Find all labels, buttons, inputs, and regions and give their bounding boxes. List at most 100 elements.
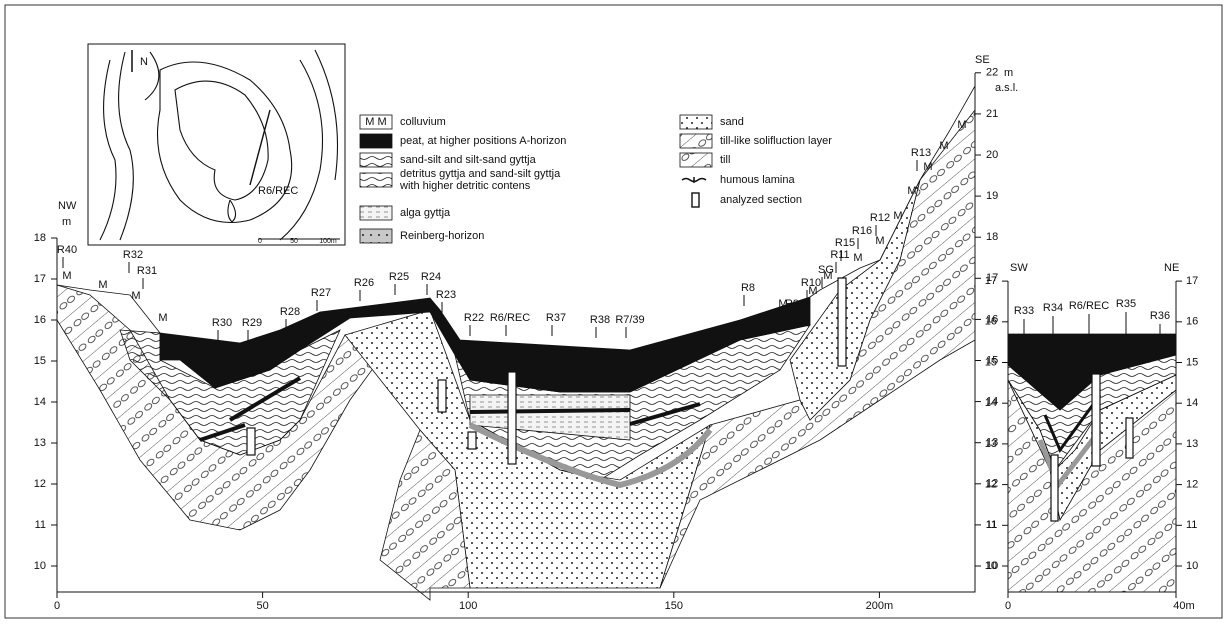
legend-label: sand-silt and silt-sand gyttja [400, 154, 537, 166]
site-label: R6/REC [258, 185, 298, 197]
borehole-label: R15 [835, 237, 855, 249]
borehole-label: R35 [1116, 298, 1136, 310]
y-tick-label: 14 [1186, 397, 1198, 409]
borehole-label: R23 [436, 289, 456, 301]
legend-swatch [360, 206, 392, 220]
borehole-label: R25 [389, 271, 409, 283]
y-tick-label: 15 [34, 355, 46, 367]
y-tick-label: 14 [34, 396, 46, 408]
axis-unit: m [62, 216, 71, 228]
legend-swatch [360, 153, 392, 167]
y-tick-label: 18 [34, 232, 46, 244]
borehole-label: R24 [421, 271, 441, 283]
y-tick-label: 13 [1186, 438, 1198, 450]
y-tick-label: 16 [1186, 316, 1198, 328]
legend-label: humous lamina [720, 174, 795, 186]
borehole-label: R6/REC [1069, 300, 1109, 312]
scale-label: 100m [319, 238, 337, 245]
y-tick-label: 11 [1186, 519, 1197, 531]
north-label: N [140, 56, 148, 68]
colluvium-mark: M [893, 210, 902, 222]
x-tick-label: 100 [459, 600, 477, 612]
legend-symbol: M M [365, 116, 386, 128]
borehole-label: R31 [137, 265, 157, 277]
inset-map [88, 44, 345, 245]
legend-label: detritus gyttja and sand-silt gyttja [400, 168, 561, 180]
colluvium-mark: M [957, 119, 966, 131]
axis-unit: m [1004, 67, 1013, 79]
borehole-label: R8 [741, 282, 755, 294]
y-tick-label: 15 [985, 356, 997, 368]
orientation: SE [975, 54, 990, 66]
y-tick-label: 16 [34, 314, 46, 326]
borehole-label: R38 [590, 314, 610, 326]
x-tick-label: 150 [665, 600, 683, 612]
legend-swatch [360, 173, 392, 187]
y-tick-label: 15 [1186, 356, 1198, 368]
borehole-label: R29 [242, 317, 262, 329]
colluvium-mark: M [923, 161, 932, 173]
borehole-label: R36 [1150, 310, 1170, 322]
y-tick-label: 10 [985, 560, 997, 572]
y-tick-label: 18 [986, 231, 998, 243]
borehole-label: R37 [546, 312, 566, 324]
borehole-label: R12 [870, 212, 890, 224]
legend-label: till-like solifluction layer [720, 135, 832, 147]
legend-swatch [692, 193, 699, 207]
x-tick-label: 50 [256, 600, 268, 612]
colluvium-mark: M [808, 285, 817, 297]
borehole-label: R33 [1014, 305, 1034, 317]
axis-unit: a.s.l. [995, 82, 1018, 94]
legend-label: sand [720, 116, 744, 128]
y-tick-label: 12 [985, 479, 997, 491]
borehole-label: R40 [57, 244, 77, 256]
y-tick-label: 12 [34, 478, 46, 490]
y-tick-label: 17 [1186, 275, 1198, 287]
legend-swatch [360, 134, 392, 148]
borehole-label: R11 [830, 249, 849, 261]
orientation: NE [1164, 262, 1179, 274]
colluvium-mark: M [131, 290, 140, 302]
borehole-label: R22 [464, 312, 484, 324]
colluvium-mark: M [62, 270, 71, 282]
legend-label: analyzed section [720, 194, 802, 206]
figure: 1011121314151617181011121314151617181920… [0, 0, 1227, 623]
y-tick-label: 17 [985, 275, 997, 287]
legend-label: till [720, 154, 730, 166]
y-tick-label: 10 [34, 560, 46, 572]
legend-label: Reinberg-horizon [400, 230, 484, 242]
orientation: NW [58, 200, 77, 212]
colluvium-mark: M [853, 252, 862, 264]
orientation: SW [1010, 262, 1028, 274]
y-tick-label: 14 [985, 397, 997, 409]
y-tick-label: 11 [35, 519, 46, 531]
legend-swatch [680, 115, 712, 129]
legend-label: with higher detritic contens [399, 180, 531, 192]
borehole-label: R7/39 [615, 314, 644, 326]
y-tick-label: 21 [986, 108, 998, 120]
y-tick-label: 13 [985, 438, 997, 450]
y-tick-label: 11 [986, 519, 997, 531]
colluvium-mark: M [823, 270, 832, 282]
borehole-label: R34 [1043, 302, 1063, 314]
borehole-label: R28 [280, 306, 300, 318]
borehole-label: R27 [311, 287, 331, 299]
legend-label: peat, at higher positions A-horizon [400, 135, 566, 147]
colluvium-mark: M [98, 279, 107, 291]
y-tick-label: 17 [34, 273, 46, 285]
y-tick-label: 12 [1186, 479, 1198, 491]
y-tick-label: 22 [986, 67, 998, 79]
legend-swatch [360, 229, 392, 243]
legend-swatch [680, 134, 712, 148]
borehole-label: R13 [911, 147, 931, 159]
borehole-label: R32 [123, 249, 143, 261]
y-tick-label: 13 [34, 437, 46, 449]
legend-swatch [680, 153, 712, 167]
borehole-label: R26 [354, 277, 374, 289]
colluvium-mark: M [778, 298, 787, 310]
y-tick-label: 16 [985, 316, 997, 328]
legend-label: alga gyttja [400, 207, 451, 219]
x-tick-label: 40m [1173, 600, 1194, 612]
colluvium-mark: M [875, 235, 884, 247]
y-tick-label: 10 [1186, 560, 1198, 572]
